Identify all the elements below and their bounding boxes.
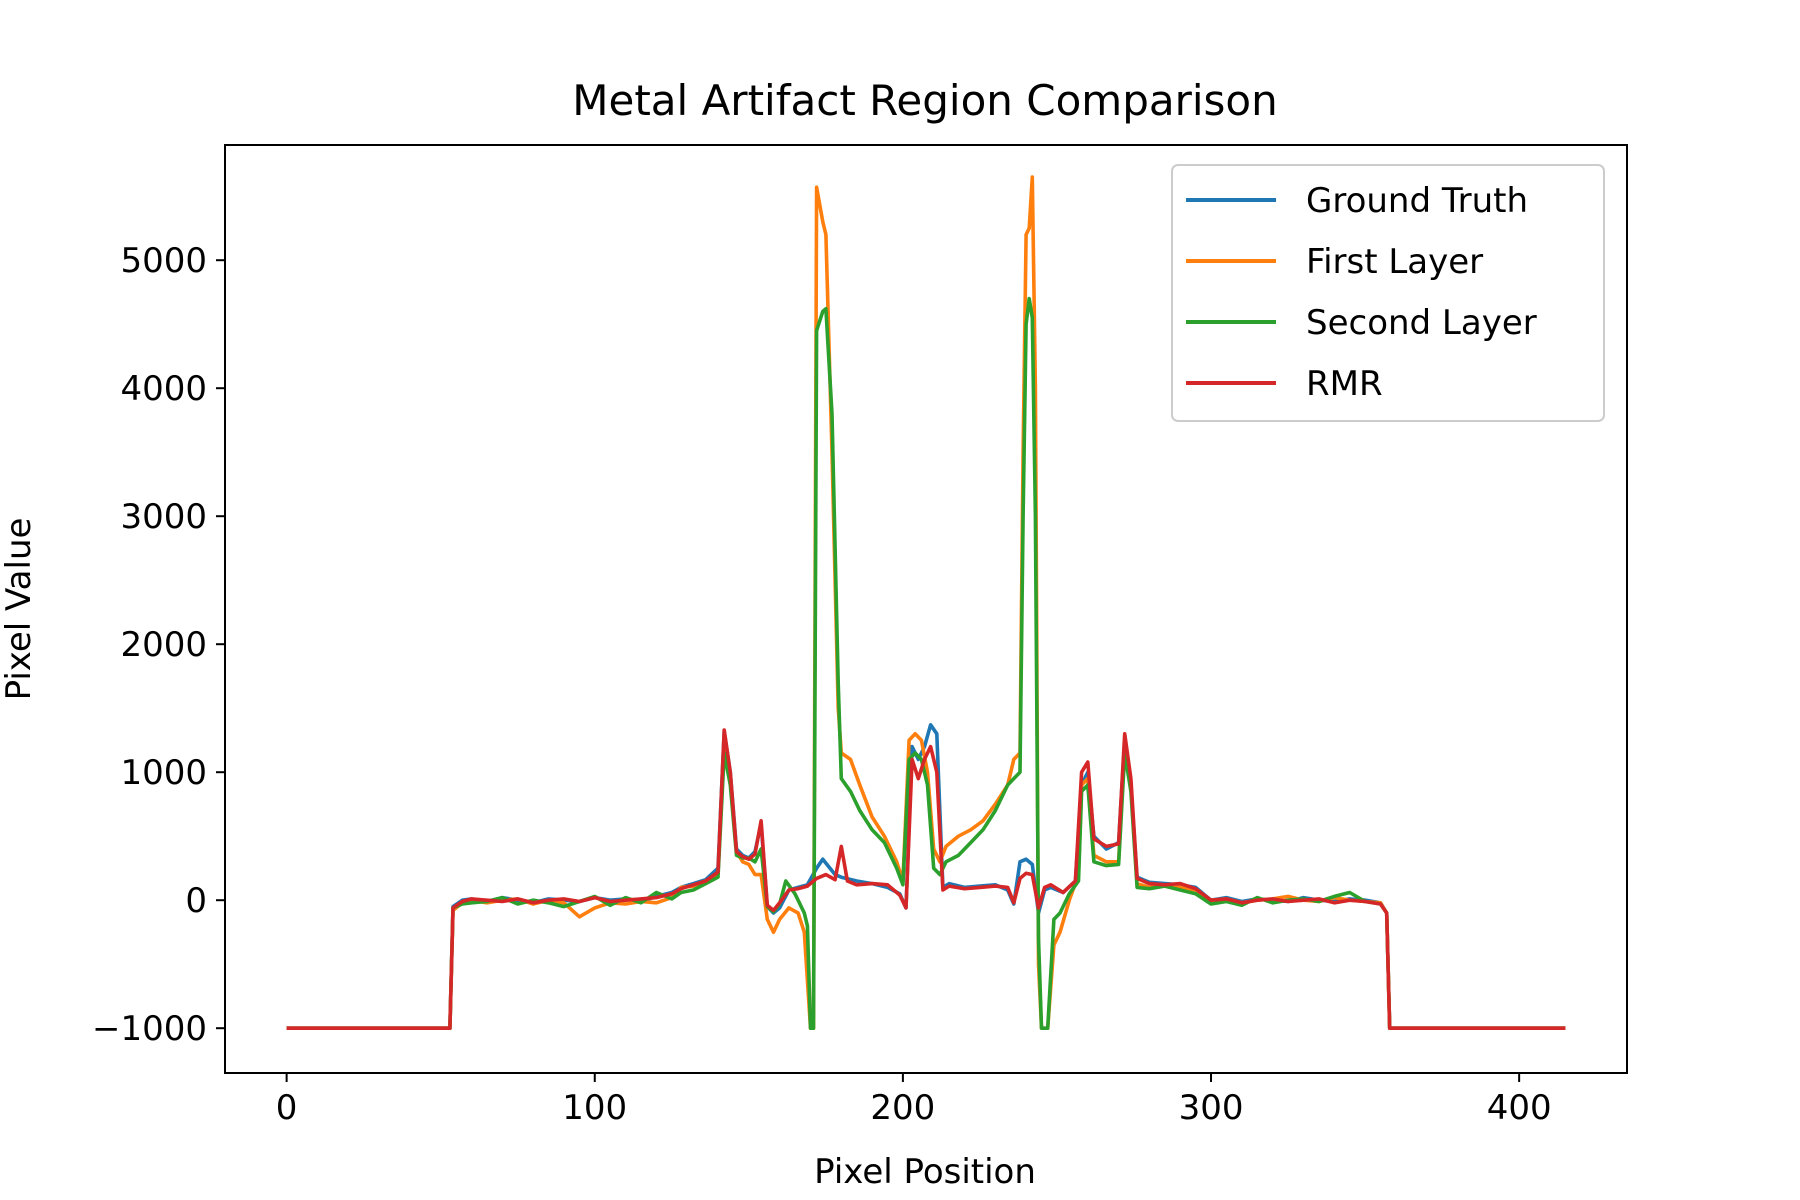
y-tick-label: 5000	[120, 241, 207, 281]
plot-area	[286, 175, 1566, 1030]
plot-frame	[224, 144, 1628, 1074]
series-lines	[286, 175, 1566, 1030]
legend: Ground Truth First Layer Second Layer RMR	[1171, 164, 1605, 422]
y-tick-label: 1000	[120, 753, 207, 793]
y-axis-label: Pixel Value	[0, 518, 39, 701]
x-tick-label: 400	[1487, 1088, 1552, 1128]
legend-label: Ground Truth	[1306, 181, 1528, 221]
series-line-rmr	[286, 728, 1566, 1030]
legend-label: First Layer	[1306, 242, 1483, 282]
legend-box	[1171, 164, 1605, 422]
legend-label: RMR	[1306, 364, 1383, 404]
x-tick-label: 100	[562, 1088, 627, 1128]
legend-label: Second Layer	[1306, 303, 1537, 343]
axes: 0 100 200 300 400 −1000 0 1000 2000 3000 4000 5000	[92, 144, 1628, 1128]
x-tick-label: 200	[870, 1088, 935, 1128]
y-tick-label: 4000	[120, 369, 207, 409]
x-axis-label: Pixel Position	[814, 1152, 1036, 1192]
y-tick-label: 0	[185, 881, 207, 921]
y-tick-label: −1000	[92, 1009, 207, 1049]
y-tick-label: 3000	[120, 497, 207, 537]
y-tick-label: 2000	[120, 625, 207, 665]
x-tick-label: 300	[1179, 1088, 1244, 1128]
chart-title: Metal Artifact Region Comparison	[572, 76, 1277, 125]
x-tick-label: 0	[276, 1088, 298, 1128]
